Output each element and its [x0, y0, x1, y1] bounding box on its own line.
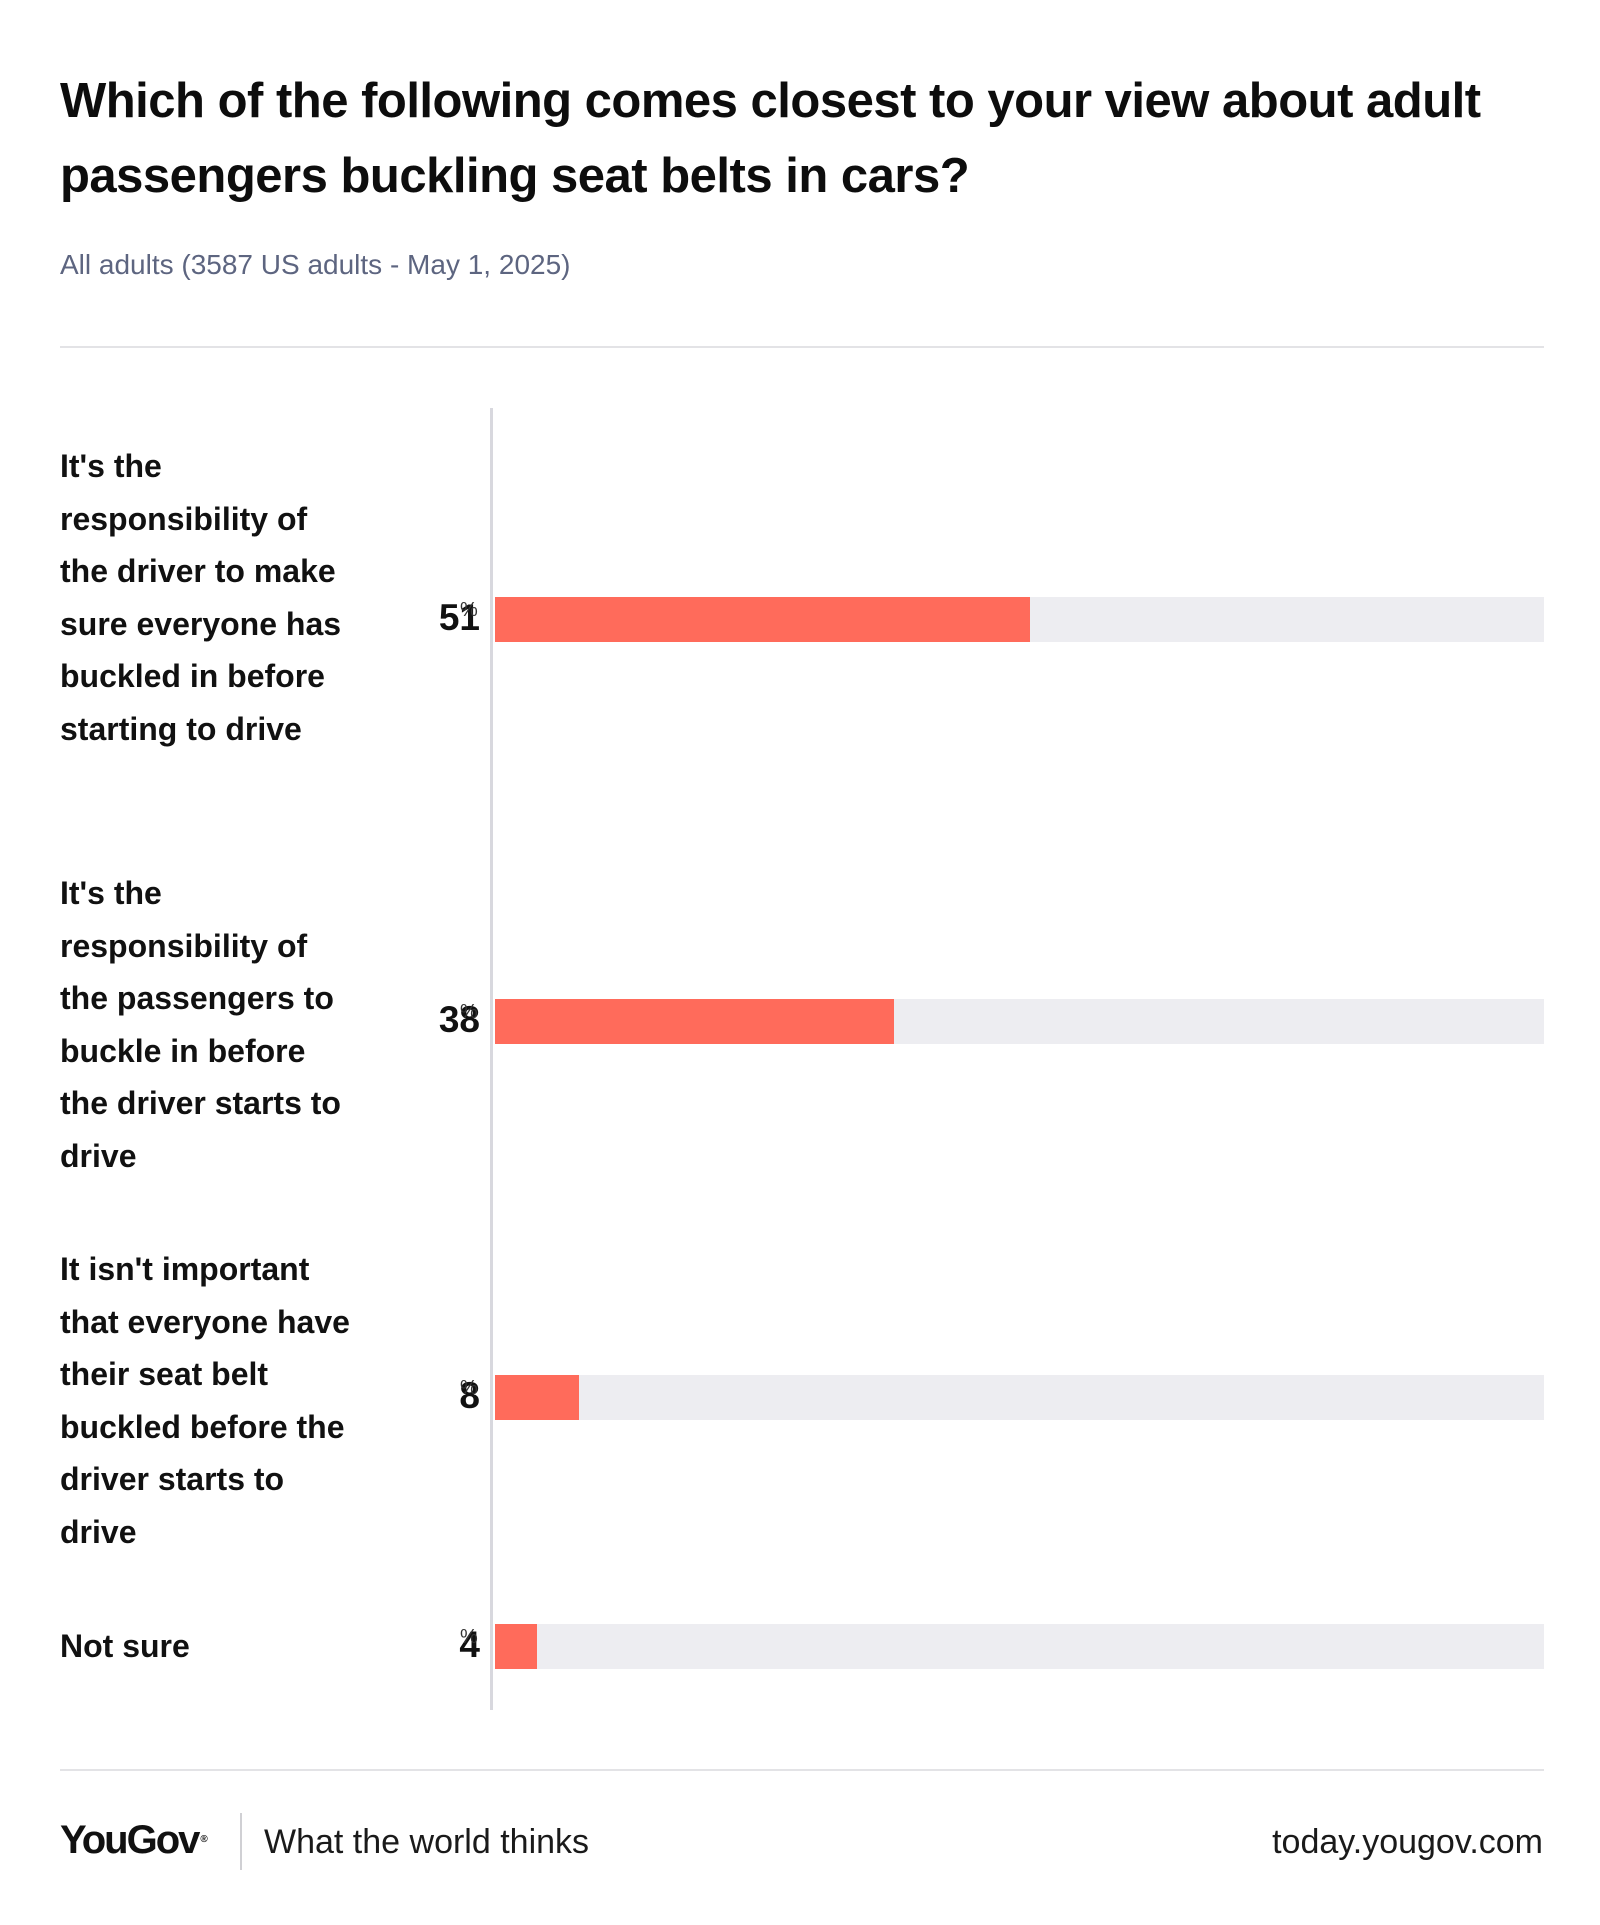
value-label: 4	[459, 1624, 480, 1665]
value-label: 38	[438, 999, 480, 1040]
top-divider	[60, 346, 1544, 348]
bar-track	[495, 597, 1544, 642]
category-label: It's the responsibility of the passenger…	[60, 875, 341, 1174]
value-label: 51	[438, 597, 480, 638]
category-label: It isn't important that everyone have th…	[60, 1251, 350, 1550]
chart-subtitle: All adults (3587 US adults - May 1, 2025…	[60, 249, 571, 280]
registered-mark: ®	[200, 1834, 208, 1845]
bar	[495, 999, 894, 1044]
percent-sign: %	[460, 599, 478, 621]
brand-name: YouGov	[60, 1818, 200, 1862]
category-label: It's the responsibility of the driver to…	[60, 448, 342, 747]
bar	[495, 1624, 537, 1669]
bar-track	[495, 1624, 1544, 1669]
footer-divider	[240, 1813, 242, 1870]
chart-title: Which of the following comes closest to …	[60, 74, 1481, 203]
y-axis-line	[490, 408, 493, 1710]
percent-sign: %	[460, 1626, 478, 1648]
percent-sign: %	[460, 1001, 478, 1023]
tagline: What the world thinks	[264, 1823, 590, 1861]
bar-chart: It's the responsibility of the driver to…	[0, 408, 1600, 1710]
bar	[495, 597, 1030, 642]
percent-sign: %	[460, 1377, 478, 1399]
website-link[interactable]: today.yougov.com	[1272, 1823, 1543, 1861]
bottom-divider	[60, 1769, 1544, 1771]
value-label: 8	[459, 1375, 480, 1416]
footer: YouGov ® What the world thinks today.youg…	[0, 1800, 1600, 1880]
bar-track	[495, 1375, 1544, 1420]
yougov-logo: YouGov ®	[60, 1816, 208, 1864]
bar	[495, 1375, 579, 1420]
bar-track	[495, 999, 1544, 1044]
category-label: Not sure	[60, 1628, 190, 1664]
